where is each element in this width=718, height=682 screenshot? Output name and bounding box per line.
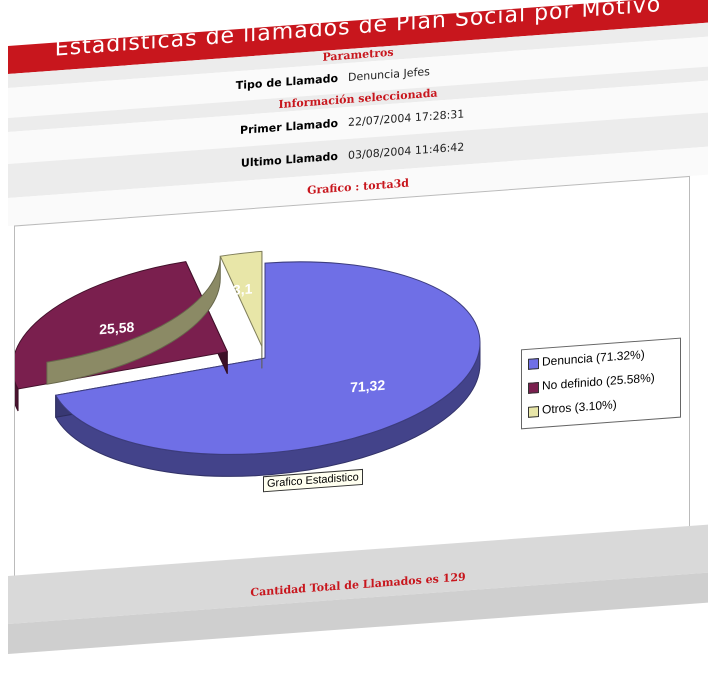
- ultimo-value: 03/08/2004 11:46:42: [348, 140, 465, 163]
- legend-label: Otros (3.10%): [542, 397, 617, 417]
- legend-swatch: [528, 406, 539, 418]
- pie-slice-0: [54, 261, 481, 477]
- pie-slice-1: [15, 261, 229, 412]
- legend-swatch: [528, 358, 539, 370]
- primer-label: Primer Llamado: [240, 116, 338, 137]
- legend-swatch: [528, 382, 539, 394]
- pie-slice-top: [54, 261, 481, 455]
- tipo-value: Denuncia Jefes: [348, 65, 430, 85]
- tipo-label: Tipo de Llamado: [235, 71, 338, 93]
- report-page: Estadisticas de llamados de Plan Social …: [8, 0, 708, 674]
- chart-area: 71,32 25,58 3,1 Denuncia (71.32%) No defin…: [14, 175, 690, 580]
- pie-chart: 71,32 25,58 3,1: [15, 250, 481, 477]
- legend-label: No definido (25.58%): [542, 370, 655, 393]
- pie-slice-side: [46, 256, 221, 385]
- primer-value: 22/07/2004 17:28:31: [348, 107, 465, 130]
- pie-slice-top: [15, 261, 229, 390]
- pie-slice-side: [15, 367, 19, 412]
- pie-slice-2: [46, 250, 263, 385]
- ultimo-label: Ultimo Llamado: [240, 149, 338, 170]
- legend-label: Denuncia (71.32%): [542, 347, 645, 369]
- chart-legend: Denuncia (71.32%) No definido (25.58%) O…: [521, 337, 681, 430]
- pie-data-label: 25,58: [99, 319, 134, 338]
- pie-data-label: 3,1: [233, 280, 253, 297]
- pie-slice-top: [219, 250, 263, 347]
- pie-data-label: 71,32: [350, 377, 385, 396]
